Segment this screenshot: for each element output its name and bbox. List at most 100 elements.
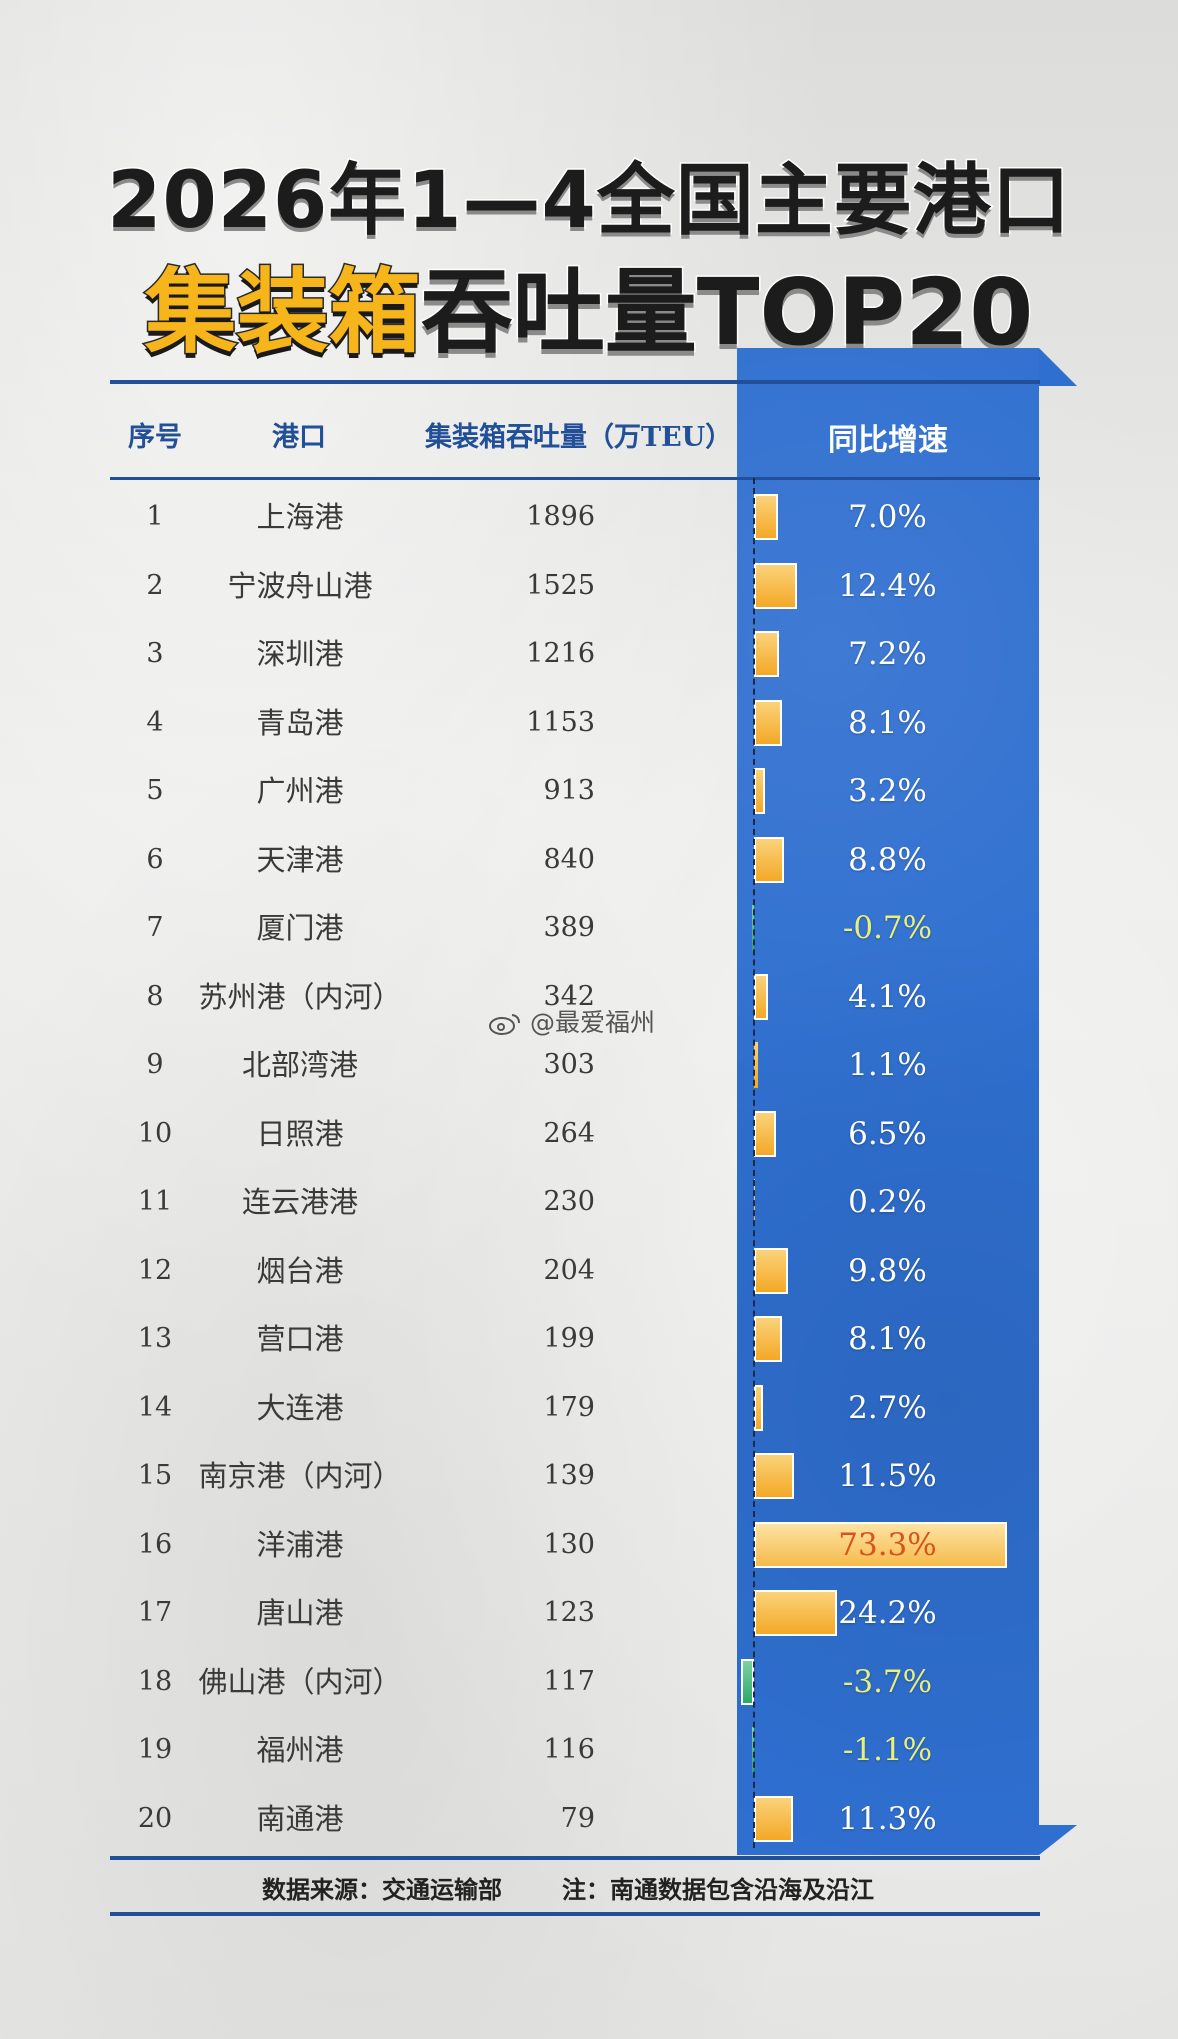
- growth-label: 9.8%: [848, 1252, 927, 1289]
- port-cell: 连云港港: [241, 1185, 358, 1219]
- volume-cell: 389: [543, 912, 595, 943]
- rank-cell: 2: [146, 569, 164, 601]
- growth-bar: [754, 699, 782, 746]
- rank-cell: 1: [146, 501, 164, 532]
- volume-cell: 179: [543, 1391, 595, 1423]
- growth-bar: [754, 1110, 777, 1157]
- growth-label: -3.7%: [842, 1663, 933, 1700]
- port-cell: 烟台港: [256, 1253, 344, 1288]
- page-title-line1: 2026年1—4全国主要港口: [106, 155, 1072, 248]
- port-cell: 广州港: [256, 774, 344, 808]
- volume-cell: 840: [543, 843, 595, 875]
- growth-label: 1.1%: [848, 1047, 927, 1083]
- port-cell: 苏州港（内河）: [198, 979, 402, 1014]
- table-row: 19 福州港 116 -1.1%: [0, 1716, 1178, 1784]
- watermark-text: @最爱福州: [529, 1008, 655, 1037]
- rank-cell: 7: [146, 912, 164, 943]
- volume-cell: 1525: [526, 569, 595, 601]
- volume-cell: 1216: [526, 638, 595, 669]
- port-cell: 青岛港: [256, 705, 344, 740]
- port-cell: 天津港: [256, 842, 344, 877]
- growth-bar: [754, 631, 779, 677]
- growth-label: 8.1%: [848, 1321, 927, 1357]
- port-cell: 南通港: [256, 1801, 344, 1836]
- growth-bar: [754, 768, 766, 814]
- volume-cell: 204: [543, 1254, 595, 1286]
- growth-bar: [754, 973, 769, 1020]
- table-row: 18 佛山港（内河） 117 -3.7%: [0, 1648, 1178, 1716]
- rank-cell: 8: [146, 980, 164, 1012]
- rank-cell: 15: [137, 1460, 173, 1491]
- table-row: 16 洋浦港 130 73.3%: [0, 1511, 1178, 1579]
- table-row: 17 唐山港 123 24.2%: [0, 1579, 1178, 1647]
- volume-cell: 264: [543, 1117, 595, 1149]
- growth-label: 0.2%: [848, 1184, 927, 1220]
- port-cell: 厦门港: [256, 911, 344, 945]
- title-highlight: 集装箱: [143, 258, 422, 368]
- rank-cell: 10: [137, 1117, 173, 1149]
- table-row: 7 厦门港 389 -0.7%: [0, 894, 1178, 962]
- bar-zero-baseline: [753, 478, 755, 1848]
- port-cell: 佛山港（内河）: [198, 1664, 402, 1699]
- table-row: 20 南通港 79 11.3%: [0, 1785, 1178, 1853]
- table-row: 2 宁波舟山港 1525 12.4%: [0, 552, 1178, 620]
- panel-corner-bottom: [1039, 1825, 1077, 1855]
- growth-bar: [754, 562, 797, 609]
- volume-cell: 130: [543, 1528, 595, 1560]
- table-row: 6 天津港 840 8.8%: [0, 826, 1178, 894]
- table-top-rule: [110, 380, 1040, 384]
- footer-note: 注：南通数据包含沿海及沿江: [562, 1875, 874, 1904]
- volume-cell: 123: [543, 1597, 595, 1628]
- growth-bar: [754, 1384, 764, 1431]
- port-cell: 宁波舟山港: [227, 568, 373, 603]
- table-row: 13 营口港 199 8.1%: [0, 1305, 1178, 1373]
- table-row: 3 深圳港 1216 7.2%: [0, 620, 1178, 688]
- growth-bar: [754, 1316, 782, 1362]
- table-row: 12 烟台港 204 9.8%: [0, 1237, 1178, 1305]
- rank-cell: 9: [146, 1049, 164, 1080]
- port-cell: 北部湾港: [241, 1048, 358, 1082]
- growth-bar: [754, 1795, 793, 1842]
- table-row: 10 日照港 264 6.5%: [0, 1100, 1178, 1168]
- volume-cell: 117: [543, 1665, 595, 1697]
- growth-label: 8.1%: [848, 704, 927, 741]
- growth-label: 4.1%: [848, 978, 927, 1015]
- weibo-watermark: @最爱福州: [488, 1003, 655, 1039]
- volume-cell: 139: [543, 1460, 595, 1491]
- rank-cell: 11: [137, 1186, 173, 1217]
- volume-cell: 79: [560, 1802, 595, 1834]
- port-cell: 福州港: [256, 1733, 344, 1767]
- growth-label: 12.4%: [838, 567, 937, 604]
- growth-label: 11.5%: [838, 1458, 937, 1494]
- table-row: 4 青岛港 1153 8.1%: [0, 689, 1178, 757]
- table-row: 14 大连港 179 2.7%: [0, 1374, 1178, 1442]
- growth-bar: [754, 1042, 758, 1088]
- table-row: 8 苏州港（内河） 342 4.1%: [0, 963, 1178, 1031]
- volume-cell: 913: [543, 775, 595, 806]
- port-cell: 洋浦港: [256, 1527, 344, 1562]
- rank-cell: 19: [137, 1734, 173, 1765]
- panel-corner-top: [1039, 348, 1077, 386]
- header-growth: 同比增速: [828, 423, 948, 458]
- footer-source: 数据来源：交通运输部: [262, 1875, 502, 1904]
- header-port: 港口: [272, 422, 326, 453]
- growth-label: 8.8%: [848, 841, 927, 878]
- volume-cell: 342: [543, 980, 595, 1012]
- table-row: 1 上海港 1896 7.0%: [0, 483, 1178, 551]
- rank-cell: 18: [137, 1665, 173, 1697]
- growth-label: 24.2%: [838, 1595, 937, 1631]
- rank-cell: 20: [137, 1802, 173, 1834]
- growth-label: 7.2%: [848, 636, 927, 672]
- rank-cell: 13: [137, 1323, 173, 1354]
- growth-bar: [754, 1590, 838, 1636]
- rank-cell: 4: [146, 706, 164, 738]
- growth-label: 3.2%: [848, 773, 927, 809]
- port-cell: 营口港: [256, 1322, 344, 1356]
- growth-label: 73.3%: [838, 1526, 937, 1563]
- growth-bar: [754, 1521, 1007, 1568]
- growth-bar: [754, 494, 779, 540]
- table-row: 11 连云港港 230 0.2%: [0, 1168, 1178, 1236]
- rank-cell: 14: [137, 1391, 173, 1423]
- rank-cell: 16: [137, 1528, 173, 1560]
- volume-cell: 1896: [526, 501, 595, 532]
